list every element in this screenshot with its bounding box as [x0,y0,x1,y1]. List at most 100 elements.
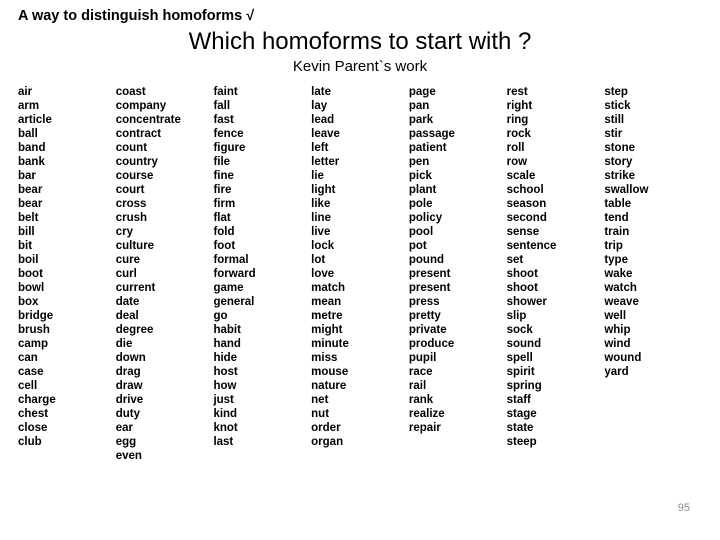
word-item: pick [409,169,507,183]
word-item: chest [18,407,116,421]
word-item: rank [409,393,507,407]
word-item: net [311,393,409,407]
word-item: state [507,421,605,435]
word-item: lay [311,99,409,113]
word-item: sound [507,337,605,351]
word-item: cry [116,225,214,239]
word-item: hide [213,351,311,365]
word-item: kind [213,407,311,421]
word-item: camp [18,337,116,351]
word-item: coast [116,85,214,99]
word-item: current [116,281,214,295]
word-item: culture [116,239,214,253]
word-column: airarmarticleballbandbankbarbearbearbelt… [18,85,116,463]
word-item: race [409,365,507,379]
word-item: pole [409,197,507,211]
word-item: realize [409,407,507,421]
word-item: stick [604,99,702,113]
word-item: close [18,421,116,435]
word-item: story [604,155,702,169]
word-column: faintfallfastfencefigurefilefinefirefirm… [213,85,311,463]
word-item: fold [213,225,311,239]
word-item: yard [604,365,702,379]
word-item: fence [213,127,311,141]
word-item: still [604,113,702,127]
page-title: Which homoforms to start with ? [0,24,720,56]
word-item: sentence [507,239,605,253]
word-item: concentrate [116,113,214,127]
word-column: pagepanparkpassagepatientpenpickplantpol… [409,85,507,463]
word-item: ring [507,113,605,127]
word-item: table [604,197,702,211]
word-item: whip [604,323,702,337]
word-item: row [507,155,605,169]
word-item: present [409,267,507,281]
word-item: watch [604,281,702,295]
word-item: bit [18,239,116,253]
word-item: faint [213,85,311,99]
word-item: count [116,141,214,155]
word-item: fall [213,99,311,113]
word-item: patient [409,141,507,155]
word-item: formal [213,253,311,267]
word-item: drag [116,365,214,379]
page-number: 95 [678,502,690,514]
word-item: type [604,253,702,267]
word-item: light [311,183,409,197]
word-item: case [18,365,116,379]
word-item: country [116,155,214,169]
word-item: press [409,295,507,309]
word-item: wound [604,351,702,365]
word-item: draw [116,379,214,393]
word-item: boil [18,253,116,267]
word-item: right [507,99,605,113]
word-item: live [311,225,409,239]
word-item: bowl [18,281,116,295]
word-item: fire [213,183,311,197]
word-item: lot [311,253,409,267]
word-item: pupil [409,351,507,365]
word-item: produce [409,337,507,351]
word-item: second [507,211,605,225]
word-item: fast [213,113,311,127]
word-item: duty [116,407,214,421]
word-column: latelayleadleaveleftletterlielightlikeli… [311,85,409,463]
word-item: firm [213,197,311,211]
word-item: date [116,295,214,309]
word-item: foot [213,239,311,253]
word-item: policy [409,211,507,225]
word-item: crush [116,211,214,225]
word-item: line [311,211,409,225]
word-item: steep [507,435,605,449]
word-item: stage [507,407,605,421]
word-item: figure [213,141,311,155]
word-item: just [213,393,311,407]
word-item: wind [604,337,702,351]
word-item: match [311,281,409,295]
word-item: organ [311,435,409,449]
word-item: box [18,295,116,309]
word-item: left [311,141,409,155]
word-item: host [213,365,311,379]
word-item: strike [604,169,702,183]
word-item: pan [409,99,507,113]
word-item: nut [311,407,409,421]
word-item: bank [18,155,116,169]
word-item: brush [18,323,116,337]
word-item: even [116,449,214,463]
word-item: well [604,309,702,323]
word-item: stir [604,127,702,141]
word-item: air [18,85,116,99]
word-item: go [213,309,311,323]
word-item: band [18,141,116,155]
word-item: like [311,197,409,211]
word-item: metre [311,309,409,323]
word-item: late [311,85,409,99]
word-item: private [409,323,507,337]
word-item: weave [604,295,702,309]
word-item: file [213,155,311,169]
word-item: court [116,183,214,197]
word-item: sense [507,225,605,239]
word-item: rest [507,85,605,99]
word-item: spirit [507,365,605,379]
